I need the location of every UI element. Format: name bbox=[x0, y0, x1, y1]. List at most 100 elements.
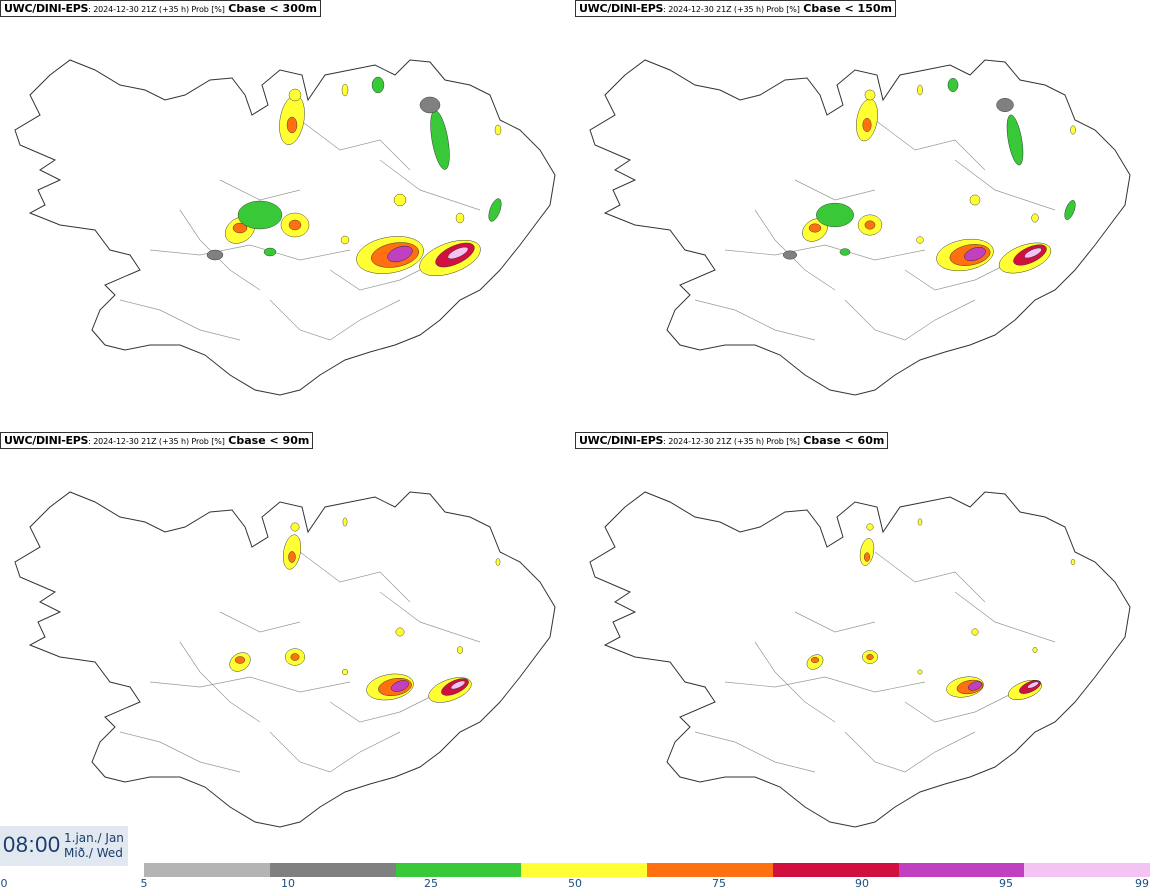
probability-area bbox=[862, 117, 872, 132]
probability-area bbox=[1070, 559, 1076, 565]
region-boundary bbox=[874, 551, 986, 603]
region-boundary bbox=[299, 119, 411, 171]
probability-area bbox=[495, 558, 501, 566]
map-panel-60m: UWC/DINI-EPS: 2024-12-30 21Z (+35 h) Pro… bbox=[575, 432, 1150, 862]
iceland-probability-map bbox=[589, 491, 1131, 828]
probability-area bbox=[917, 518, 923, 526]
colorbar-segment bbox=[395, 863, 522, 877]
probability-area bbox=[947, 77, 959, 92]
probability-area bbox=[864, 552, 870, 562]
region-boundary bbox=[904, 691, 1016, 723]
probability-area bbox=[419, 96, 441, 114]
probability-area bbox=[232, 222, 248, 234]
colorbar-label: 5 bbox=[140, 877, 148, 890]
probability-area bbox=[964, 247, 986, 261]
colorbar-segment bbox=[772, 863, 899, 877]
region-boundary bbox=[694, 299, 816, 341]
valid-time-clock: 08:00 bbox=[3, 832, 61, 857]
probability-area bbox=[286, 116, 298, 134]
probability-area bbox=[371, 76, 385, 94]
valid-time-date: 1.jan./ Jan Mið./ Wed bbox=[64, 831, 124, 860]
colorbar-label: 95 bbox=[999, 877, 1013, 890]
colorbar-segment bbox=[647, 863, 773, 877]
region-boundary bbox=[844, 731, 976, 773]
map-panel-300m: UWC/DINI-EPS: 2024-12-30 21Z (+35 h) Pro… bbox=[0, 0, 575, 430]
colorbar-label: 99 bbox=[1135, 877, 1149, 890]
map-panel-90m: UWC/DINI-EPS: 2024-12-30 21Z (+35 h) Pro… bbox=[0, 432, 575, 862]
probability-area bbox=[342, 517, 348, 527]
region-boundary bbox=[904, 259, 1016, 291]
region-boundary bbox=[219, 611, 301, 633]
probability-area bbox=[816, 202, 854, 228]
probability-area bbox=[810, 657, 820, 663]
iceland-probability-map bbox=[14, 59, 556, 396]
colorbar-segment bbox=[269, 863, 396, 877]
probability-area bbox=[1032, 647, 1038, 653]
probability-area bbox=[916, 236, 924, 244]
region-boundary bbox=[954, 159, 1056, 211]
colorbar-labels: 0 5 10 25 50 75 90 95 99 bbox=[0, 877, 1150, 891]
region-boundary bbox=[724, 244, 926, 261]
colorbar-label: 75 bbox=[712, 877, 726, 890]
probability-area bbox=[808, 223, 822, 233]
probability-area bbox=[341, 83, 349, 97]
iceland-coastline bbox=[14, 491, 556, 828]
probability-area bbox=[288, 551, 296, 563]
probability-area bbox=[839, 248, 851, 256]
probability-area bbox=[866, 654, 874, 660]
probability-area bbox=[969, 194, 981, 206]
colorbar-segment bbox=[898, 863, 1025, 877]
colorbar-label: 90 bbox=[855, 877, 869, 890]
iceland-coastline bbox=[589, 491, 1131, 828]
probability-area bbox=[917, 669, 923, 675]
probability-area bbox=[859, 538, 875, 566]
region-boundary bbox=[794, 179, 876, 201]
probability-area bbox=[206, 249, 224, 261]
region-boundary bbox=[379, 591, 481, 643]
probability-area bbox=[263, 247, 277, 257]
probability-area bbox=[782, 250, 797, 260]
region-boundary bbox=[269, 299, 401, 341]
region-boundary bbox=[724, 676, 926, 693]
colorbar-segment bbox=[521, 863, 647, 877]
region-boundary bbox=[329, 259, 441, 291]
region-boundary bbox=[794, 611, 876, 633]
probability-area bbox=[455, 212, 465, 224]
region-boundary bbox=[694, 731, 816, 773]
colorbar-segment bbox=[144, 863, 270, 877]
iceland-probability-map bbox=[14, 491, 556, 828]
probability-area bbox=[1027, 681, 1039, 689]
panel-title: UWC/DINI-EPS: 2024-12-30 21Z (+35 h) Pro… bbox=[575, 0, 896, 17]
probability-area bbox=[288, 88, 302, 102]
probability-area bbox=[971, 628, 979, 636]
probability-area bbox=[864, 220, 876, 230]
region-boundary bbox=[119, 299, 241, 341]
region-boundary bbox=[329, 691, 441, 723]
probability-area bbox=[917, 84, 923, 96]
region-boundary bbox=[844, 299, 976, 341]
probability-area bbox=[1031, 213, 1039, 223]
probability-area bbox=[395, 627, 405, 637]
probability-area bbox=[1064, 200, 1076, 220]
probability-area bbox=[1070, 125, 1076, 135]
region-boundary bbox=[954, 591, 1056, 643]
map-panel-150m: UWC/DINI-EPS: 2024-12-30 21Z (+35 h) Pro… bbox=[575, 0, 1150, 430]
probability-area bbox=[393, 193, 407, 207]
probability-area bbox=[1024, 247, 1042, 259]
region-boundary bbox=[874, 119, 986, 171]
valid-time-box: 08:00 1.jan./ Jan Mið./ Wed bbox=[0, 826, 128, 866]
region-boundary bbox=[219, 179, 301, 201]
region-boundary bbox=[299, 551, 411, 603]
probability-area bbox=[387, 245, 413, 263]
panel-title: UWC/DINI-EPS: 2024-12-30 21Z (+35 h) Pro… bbox=[0, 432, 314, 449]
colorbar-segment bbox=[1024, 863, 1150, 877]
probability-area bbox=[1006, 114, 1024, 166]
region-boundary bbox=[179, 641, 261, 723]
region-boundary bbox=[119, 731, 241, 773]
region-boundary bbox=[754, 641, 836, 723]
probability-area bbox=[290, 522, 300, 532]
probability-area bbox=[996, 97, 1014, 112]
colorbar-label: 50 bbox=[568, 877, 582, 890]
region-boundary bbox=[149, 676, 351, 693]
region-boundary bbox=[379, 159, 481, 211]
